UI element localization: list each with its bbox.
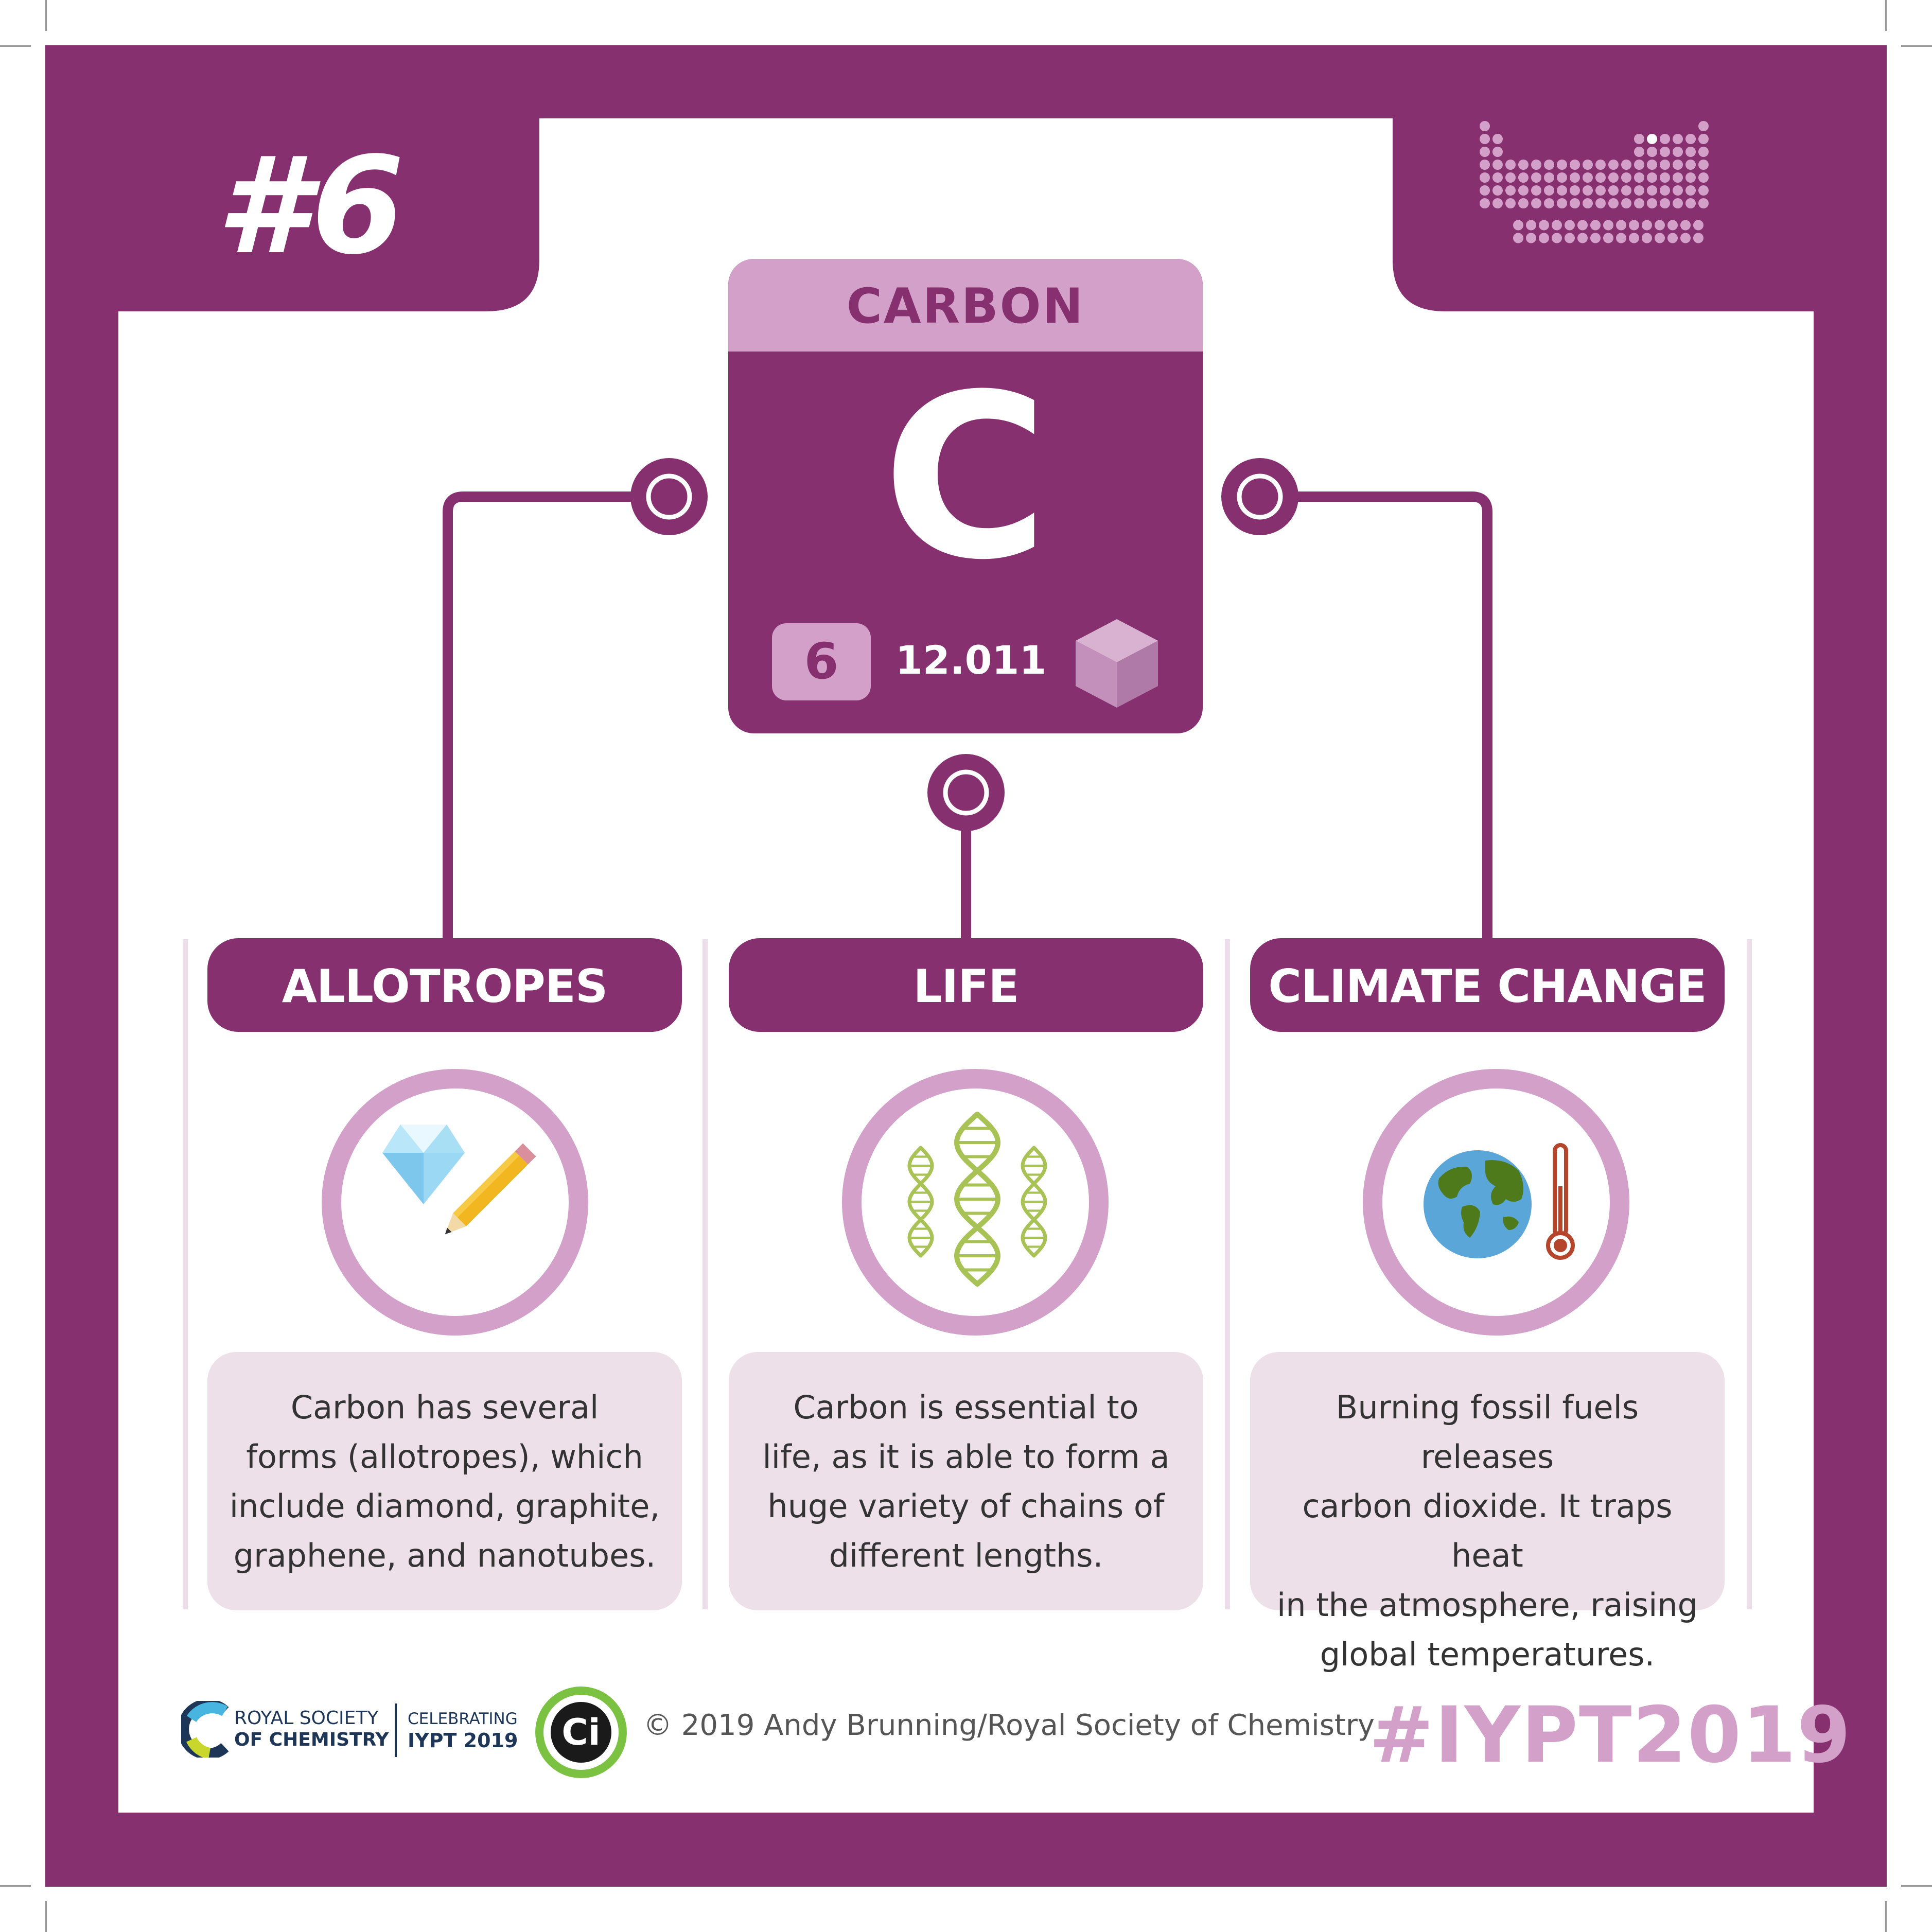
description-text: Carbon has several forms (allotropes), w… [228, 1383, 661, 1580]
element-name: CARBON [728, 278, 1203, 335]
description-line: carbon dioxide. It traps heat [1271, 1482, 1704, 1580]
description-line: in the atmosphere, raising [1271, 1580, 1704, 1630]
celebrating-line1: CELEBRATING [408, 1710, 518, 1728]
section-header-life: LIFE [729, 938, 1203, 1032]
description-text: Carbon is essential to life, as it is ab… [749, 1383, 1183, 1580]
iypt-hashtag: #IYPT2019 [1369, 1691, 1852, 1780]
rsc-name-line2: OF CHEMISTRY [234, 1729, 389, 1750]
connector-node [1221, 458, 1298, 535]
element-symbol: C [728, 359, 1203, 596]
section-title: ALLOTROPES [207, 960, 682, 1013]
column-divider [1225, 939, 1230, 1609]
atomic-number: 6 [772, 633, 871, 690]
rsc-logo-icon [181, 1701, 233, 1758]
celebrating-line2: IYPT 2019 [408, 1729, 518, 1752]
ci-logo-inner: Ci [543, 1695, 619, 1770]
column-divider [183, 939, 188, 1609]
copyright-credit: © 2019 Andy Brunning/Royal Society of Ch… [643, 1709, 1375, 1742]
element-card: CARBON C 6 12.011 [728, 259, 1203, 733]
description-line: global temperatures. [1271, 1630, 1704, 1679]
climate-icon-ring [1363, 1069, 1629, 1336]
life-description: Carbon is essential to life, as it is ab… [729, 1352, 1203, 1610]
allotropes-icon-ring [322, 1069, 588, 1336]
climate-description: Burning fossil fuels releases carbon dio… [1250, 1352, 1725, 1610]
column-divider [702, 939, 708, 1609]
solid-state-cube-icon [1070, 614, 1163, 712]
allotropes-description: Carbon has several forms (allotropes), w… [207, 1352, 682, 1610]
connector-node [927, 754, 1005, 831]
section-header-allotropes: ALLOTROPES [207, 938, 682, 1032]
description-line: Burning fossil fuels releases [1271, 1383, 1704, 1482]
description-text: Burning fossil fuels releases carbon dio… [1271, 1383, 1704, 1679]
connector-node [630, 458, 708, 535]
section-title: LIFE [729, 960, 1203, 1013]
dna-icon [898, 1109, 1057, 1294]
description-line: Carbon is essential to [749, 1383, 1183, 1432]
atomic-mass: 12.011 [895, 637, 1046, 683]
footer-divider [395, 1703, 397, 1757]
rsc-name-line1: ROYAL SOCIETY [234, 1708, 378, 1729]
globe-thermometer-icon [1418, 1135, 1583, 1269]
ci-logo-core: Ci [551, 1702, 611, 1763]
description-line: life, as it is able to form a [749, 1432, 1183, 1482]
description-line: forms (allotropes), which [228, 1432, 661, 1482]
atomic-number-badge: 6 [772, 623, 871, 700]
description-line: different lengths. [749, 1531, 1183, 1580]
life-icon-ring [842, 1069, 1109, 1336]
diamond-pencil-icon [362, 1114, 552, 1289]
column-divider [1747, 939, 1752, 1609]
ci-logo: Ci [535, 1687, 627, 1778]
description-line: Carbon has several [228, 1383, 661, 1432]
ci-logo-text: Ci [551, 1711, 611, 1753]
description-line: graphene, and nanotubes. [228, 1531, 661, 1580]
description-line: include diamond, graphite, [228, 1482, 661, 1531]
section-header-climate-change: CLIMATE CHANGE [1250, 938, 1725, 1032]
section-title: CLIMATE CHANGE [1250, 960, 1725, 1013]
description-line: huge variety of chains of [749, 1482, 1183, 1531]
